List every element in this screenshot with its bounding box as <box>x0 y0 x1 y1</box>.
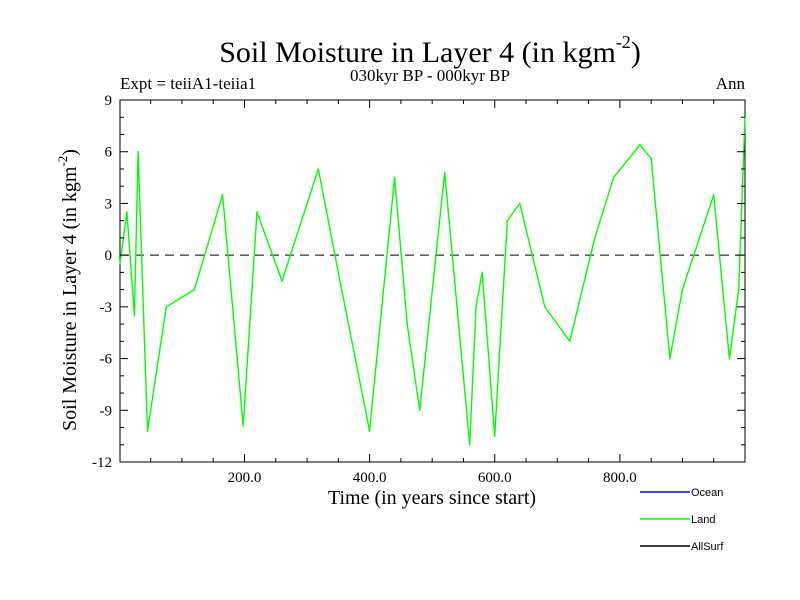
series-point-land <box>146 430 149 432</box>
chart-title: Soil Moisture in Layer 4 (in kgm-2) <box>219 32 641 69</box>
plot-area <box>119 99 746 463</box>
series-point-land <box>544 306 546 308</box>
series-point-land <box>368 430 371 432</box>
series-point-land <box>612 176 615 179</box>
series-point-land <box>165 306 168 308</box>
series-point-land <box>137 150 139 153</box>
period-label: Ann <box>716 74 746 93</box>
series-lines <box>119 116 746 446</box>
y-axis-label-main: Soil Moisture in Layer 4 (in kgm <box>59 166 81 431</box>
series-point-land <box>393 176 396 179</box>
chart-subtitle: 030kyr BP - 000kyr BP <box>350 66 510 85</box>
x-tick-label: 200.0 <box>228 470 262 486</box>
series-point-land <box>639 144 641 146</box>
series-point-land <box>317 168 320 170</box>
series-point-land <box>728 357 731 360</box>
series-point-land <box>337 271 340 274</box>
series-point-land <box>242 425 244 427</box>
series-point-land <box>506 219 509 222</box>
y-axis-label: Soil Moisture in Layer 4 (in kgm-2) <box>55 149 81 431</box>
y-tick-label: 9 <box>105 93 113 109</box>
y-tick-label: 3 <box>105 196 113 212</box>
series-point-land <box>493 435 496 437</box>
y-tick-label: 6 <box>105 145 113 161</box>
series-point-land <box>281 280 283 282</box>
y-tick-label: -12 <box>92 455 112 471</box>
series-point-land <box>133 314 136 317</box>
series-point-land <box>650 157 652 160</box>
series-point-land <box>681 288 684 291</box>
series-point-land <box>443 171 446 174</box>
x-tick-label: 800.0 <box>603 470 637 486</box>
y-axis-label-sup: -2 <box>55 156 70 167</box>
x-axis: 200.0 400.0 600.0 800.0 <box>150 100 715 486</box>
chart-title-main: Soil Moisture in Layer 4 (in kgm <box>219 36 616 69</box>
chart-title-end: ) <box>631 36 641 69</box>
series-point-land <box>221 194 224 196</box>
series-point-land <box>126 211 128 213</box>
series-point-land <box>481 271 484 274</box>
series-point-land <box>569 340 571 343</box>
y-axis-label-end: ) <box>59 149 81 156</box>
series-point-land <box>256 211 258 213</box>
x-axis-label: Time (in years since start) <box>328 487 536 509</box>
legend-label-ocean: Ocean <box>691 487 723 499</box>
series-point-land <box>193 288 196 291</box>
y-tick-label: 0 <box>105 248 113 264</box>
y-tick-label: -3 <box>100 300 113 316</box>
y-axis: -12 -9 -6 -3 0 3 6 9 <box>92 93 745 471</box>
legend-label-allsurf: AllSurf <box>691 541 724 553</box>
series-point-land <box>406 323 409 325</box>
series-line-land <box>119 117 746 446</box>
experiment-label: Expt = teiiA1-teiia1 <box>120 74 256 93</box>
series-point-land <box>475 306 477 308</box>
series-point-land <box>119 263 121 265</box>
chart-title-sup: -2 <box>616 32 631 52</box>
plot-frame <box>119 99 746 463</box>
x-tick-label: 400.0 <box>353 470 387 486</box>
y-tick-label: -6 <box>100 352 113 368</box>
y-tick-label: -9 <box>100 403 113 419</box>
series-point-land <box>737 288 740 291</box>
legend: Ocean Land AllSurf <box>640 487 724 553</box>
series-point-land <box>669 357 671 360</box>
legend-label-land: Land <box>691 514 715 526</box>
series-point-land <box>519 202 521 205</box>
series-point-land <box>468 444 471 446</box>
series-point-land <box>712 194 715 196</box>
series-point-land <box>594 237 596 239</box>
series-point-land <box>418 409 421 412</box>
x-tick-label: 600.0 <box>478 470 512 486</box>
